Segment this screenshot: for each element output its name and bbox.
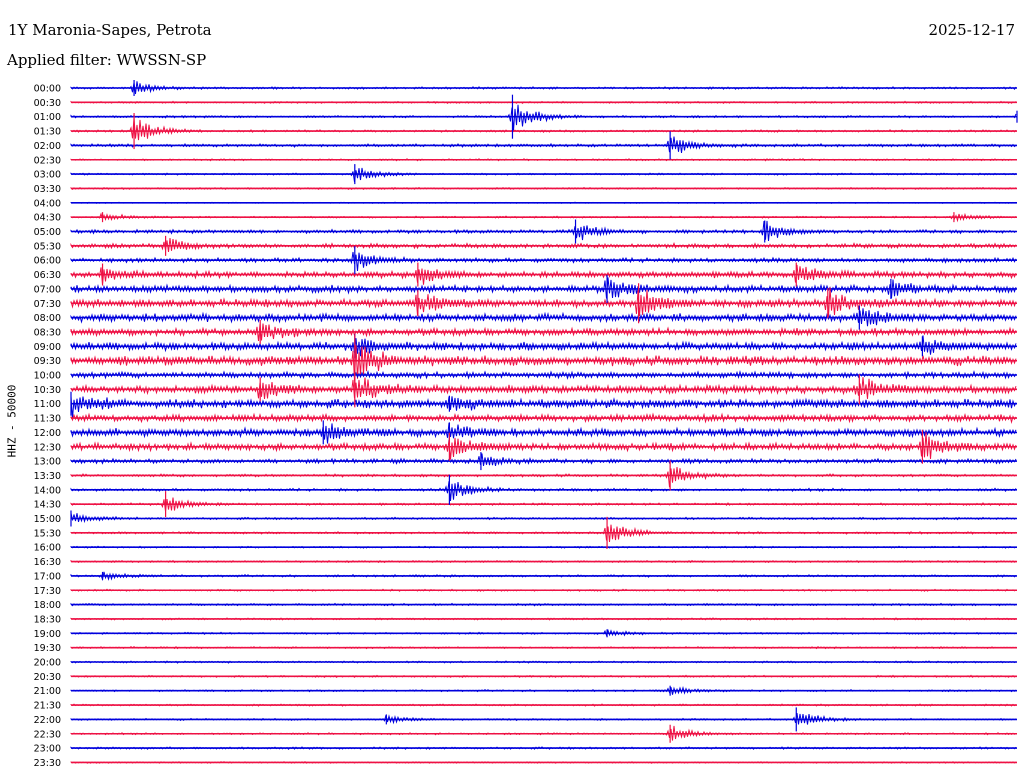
- row-time-label: 02:00: [34, 141, 61, 152]
- row-time-label: 19:30: [34, 643, 61, 654]
- filter-label: Applied filter: WWSSN-SP: [7, 51, 207, 69]
- row-time-label: 03:30: [34, 184, 61, 195]
- row-time-label: 09:00: [34, 342, 61, 353]
- row-time-label: 17:30: [34, 586, 61, 597]
- row-time-label: 12:30: [34, 442, 61, 453]
- row-time-label: 06:00: [34, 256, 61, 267]
- row-time-label: 09:30: [34, 356, 61, 367]
- row-time-label: 18:30: [34, 614, 61, 625]
- row-time-label: 22:00: [34, 715, 61, 726]
- date-label: 2025-12-17: [928, 21, 1015, 39]
- row-time-label: 12:00: [34, 428, 61, 439]
- trace-row: [70, 117, 1017, 141]
- row-time-label: 10:00: [34, 371, 61, 382]
- row-time-label: 08:30: [34, 327, 61, 338]
- row-time-label: 01:30: [34, 127, 61, 138]
- trace-row: [70, 396, 1017, 419]
- trace-row: [70, 237, 1017, 252]
- row-time-label: 05:30: [34, 241, 61, 252]
- row-time-label: 04:00: [34, 198, 61, 209]
- trace-row: [70, 481, 1017, 502]
- trace-row: [70, 466, 1017, 488]
- row-time-label: 06:30: [34, 270, 61, 281]
- row-time-label: 19:00: [34, 629, 61, 640]
- station-title: 1Y Maronia-Sapes, Petrota: [8, 21, 212, 39]
- trace-row: [70, 277, 1017, 299]
- row-time-label: 07:00: [34, 284, 61, 295]
- trace-row: [70, 308, 1017, 327]
- row-time-label: 00:00: [34, 84, 61, 95]
- row-time-label: 16:30: [34, 557, 61, 568]
- row-time-label: 20:30: [34, 672, 61, 683]
- row-time-label: 20:00: [34, 658, 61, 669]
- row-time-label: 07:30: [34, 299, 61, 310]
- row-time-label: 17:00: [34, 571, 61, 582]
- row-time-label: 11:30: [34, 414, 61, 425]
- trace-row: [70, 323, 1017, 342]
- row-time-label: 13:30: [34, 471, 61, 482]
- row-time-label: 11:00: [34, 399, 61, 410]
- trace-row: [70, 104, 1017, 131]
- trace-row: [70, 512, 1017, 524]
- row-time-label: 22:30: [34, 729, 61, 740]
- trace-row: [70, 453, 1017, 467]
- trace-row: [70, 167, 1017, 183]
- row-time-label: 08:00: [34, 313, 61, 324]
- trace-row: [70, 251, 1017, 271]
- row-time-label: 23:30: [34, 758, 61, 769]
- row-time-label: 21:00: [34, 686, 61, 697]
- row-time-label: 05:00: [34, 227, 61, 238]
- row-time-label: 04:30: [34, 213, 61, 224]
- row-time-label: 18:00: [34, 600, 61, 611]
- row-time-label: 16:00: [34, 543, 61, 554]
- row-time-label: 13:00: [34, 457, 61, 468]
- row-time-label: 14:00: [34, 485, 61, 496]
- row-time-label: 15:00: [34, 514, 61, 525]
- row-time-label: 10:30: [34, 385, 61, 396]
- row-time-label: 21:30: [34, 701, 61, 712]
- row-time-label: 15:30: [34, 528, 61, 539]
- row-time-label: 14:30: [34, 500, 61, 511]
- row-time-label: 01:00: [34, 112, 61, 123]
- row-time-label: 23:00: [34, 744, 61, 755]
- row-time-label: 02:30: [34, 155, 61, 166]
- trace-row: [70, 377, 1017, 399]
- row-time-label: 00:30: [34, 98, 61, 109]
- row-time-label: 03:00: [34, 170, 61, 181]
